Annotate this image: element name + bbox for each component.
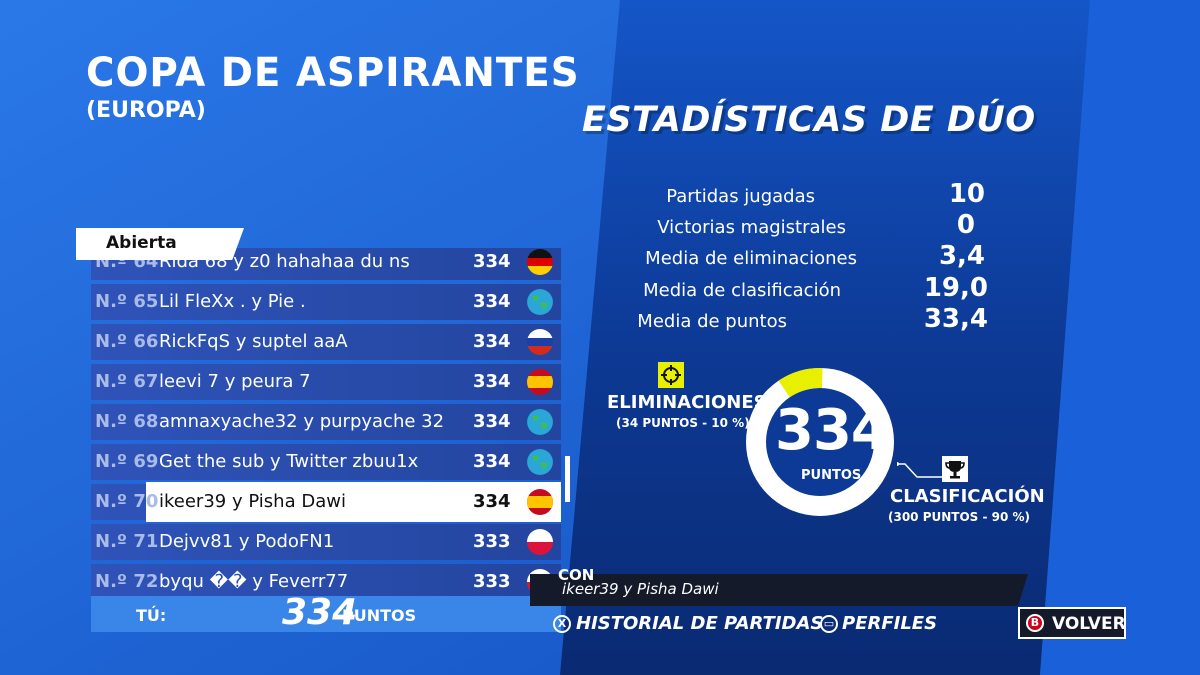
row-score: 333 [473, 531, 511, 552]
stat-label: Media de clasificación [643, 280, 841, 301]
row-names: amnaxyache32 y purpyache 32 [159, 411, 445, 432]
row-rank: N.º 65 [95, 291, 159, 312]
row-score: 334 [473, 251, 511, 272]
partner-label: CON [558, 566, 595, 584]
row-rank: N.º 68 [95, 411, 159, 432]
back-button[interactable]: B VOLVER [1018, 607, 1126, 639]
row-score: 334 [473, 491, 511, 512]
globe-icon [527, 409, 553, 435]
row-names: Lil FleXx . y Pie . [159, 291, 306, 312]
leaderboard-row[interactable]: N.º 72 byqu �� y Feverr77 333 [91, 564, 561, 596]
crosshair-icon [658, 362, 684, 388]
touchpad-button-icon: ▭ [820, 615, 838, 633]
row-names: ikeer39 y Pisha Dawi [159, 491, 346, 512]
your-score-value: 334 [282, 592, 358, 633]
score-ring [746, 368, 894, 516]
spain-flag-icon [527, 369, 553, 395]
eliminations-arc [746, 368, 894, 516]
stat-value: 10 [948, 179, 985, 209]
partner-box [530, 574, 1028, 606]
row-rank: N.º 69 [95, 451, 159, 472]
poland-flag-icon [527, 529, 553, 555]
placement-title: CLASIFICACIÓN [890, 486, 1045, 507]
stat-label: Media de puntos [637, 311, 787, 332]
trophy-icon [942, 456, 968, 482]
row-highlight [146, 482, 561, 522]
page-subtitle: (EUROPA) [86, 98, 206, 123]
stats-title: ESTADÍSTICAS DE DÚO [582, 100, 1036, 140]
stat-label: Media de eliminaciones [645, 248, 857, 269]
stat-value: 3,4 [938, 241, 985, 271]
stat-value: 33,4 [923, 304, 988, 334]
row-rank: N.º 70 [95, 491, 159, 512]
row-names: Dejvv81 y PodoFN1 [159, 531, 335, 552]
russia-flag-icon [527, 329, 553, 355]
row-score: 334 [473, 331, 511, 352]
row-rank: N.º 66 [95, 331, 159, 352]
total-points-unit: PUNTOS [801, 468, 862, 483]
stat-value: 0 [956, 210, 975, 240]
germany-flag-icon [527, 249, 553, 275]
stat-value: 19,0 [923, 273, 988, 303]
leaderboard-row[interactable]: N.º 65 Lil FleXx . y Pie . 334 [91, 284, 561, 320]
row-score: 334 [473, 411, 511, 432]
your-score-bar [91, 596, 561, 632]
history-label: HISTORIAL DE PARTIDAS [576, 613, 824, 634]
partner-names: ikeer39 y Pisha Dawi [562, 580, 719, 598]
your-score-label: TÚ: [136, 606, 167, 625]
your-score-unit: PUNTOS [342, 606, 417, 625]
globe-icon [527, 289, 553, 315]
leaderboard-scrollbar[interactable] [565, 456, 570, 502]
row-score: 333 [473, 571, 511, 592]
row-names: RickFqS y suptel aaA [159, 331, 348, 352]
leaderboard-list[interactable]: N.º 64 Rida 68 y z0 hahahaa du ns 334 N.… [91, 248, 561, 596]
leaderboard-row[interactable]: N.º 69 Get the sub y Twitter zbuu1x 334 [91, 444, 561, 480]
eliminations-title: ELIMINACIONES [607, 392, 767, 413]
total-points: 334 [775, 398, 890, 463]
profiles-label: PERFILES [842, 613, 938, 634]
leaderboard-row[interactable]: N.º 71 Dejvv81 y PodoFN1 333 [91, 524, 561, 560]
tab-open[interactable]: Abierta [76, 228, 244, 260]
row-names: Get the sub y Twitter zbuu1x [159, 451, 419, 472]
row-score: 334 [473, 451, 511, 472]
eliminations-detail: (34 PUNTOS - 10 %) [616, 416, 750, 430]
globe-icon [527, 449, 553, 475]
row-rank: N.º 67 [95, 371, 159, 392]
spain-flag-icon [527, 489, 553, 515]
leaderboard-row[interactable]: N.º 68 amnaxyache32 y purpyache 32 334 [91, 404, 561, 440]
row-rank: N.º 71 [95, 531, 159, 552]
b-button-icon: B [1026, 614, 1044, 632]
leaderboard-row[interactable]: N.º 66 RickFqS y suptel aaA 334 [91, 324, 561, 360]
row-score: 334 [473, 291, 511, 312]
stat-label: Partidas jugadas [666, 186, 815, 207]
row-names: leevi 7 y peura 7 [159, 371, 311, 392]
stat-label: Victorias magistrales [657, 217, 846, 238]
row-names: byqu �� y Feverr77 [159, 571, 349, 592]
placement-detail: (300 PUNTOS - 90 %) [888, 510, 1031, 524]
leaderboard-row-selected[interactable]: N.º 70 ikeer39 y Pisha Dawi 334 [91, 482, 561, 522]
leaderboard-row[interactable]: N.º 67 leevi 7 y peura 7 334 [91, 364, 561, 400]
connector-line [897, 462, 943, 478]
row-score: 334 [473, 371, 511, 392]
page-title: COPA DE ASPIRANTES [86, 50, 580, 96]
row-rank: N.º 72 [95, 571, 159, 592]
back-label: VOLVER [1052, 614, 1126, 634]
x-button-icon: X [553, 615, 571, 633]
